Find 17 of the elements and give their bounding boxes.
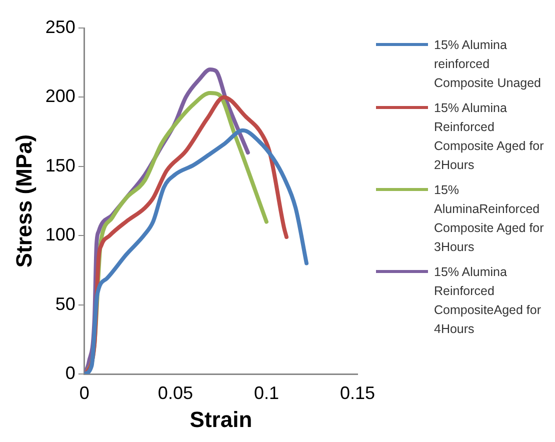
y-tick-label: 150 — [45, 155, 76, 176]
legend-label: 15% AluminaReinforced Composite Aged for 3Hours — [434, 182, 544, 256]
y-axis-title: Stress (MPa) — [11, 134, 36, 268]
line-series — [84, 128, 309, 374]
legend-label: 15% Alumina Reinforced Composite Aged for 2Hours — [434, 100, 544, 174]
y-tick-label: 0 — [65, 362, 76, 383]
y-tick-label: 200 — [45, 86, 76, 106]
y-tick-label: 50 — [55, 294, 76, 314]
legend-label: 15% Alumina Reinforced CompositeAged for 4Hours — [434, 264, 542, 338]
x-tick-label: 0 — [79, 382, 90, 403]
x-tick-label: 0.05 — [158, 382, 193, 403]
x-tick-label: 0.1 — [254, 382, 279, 403]
x-axis-title: Strain — [190, 406, 252, 432]
y-tick-label: 250 — [45, 16, 76, 37]
legend-label: 15% Alumina reinforced Composite Unaged — [434, 37, 542, 92]
x-tick-label: 0.15 — [340, 382, 376, 403]
y-tick-label: 100 — [45, 224, 76, 245]
